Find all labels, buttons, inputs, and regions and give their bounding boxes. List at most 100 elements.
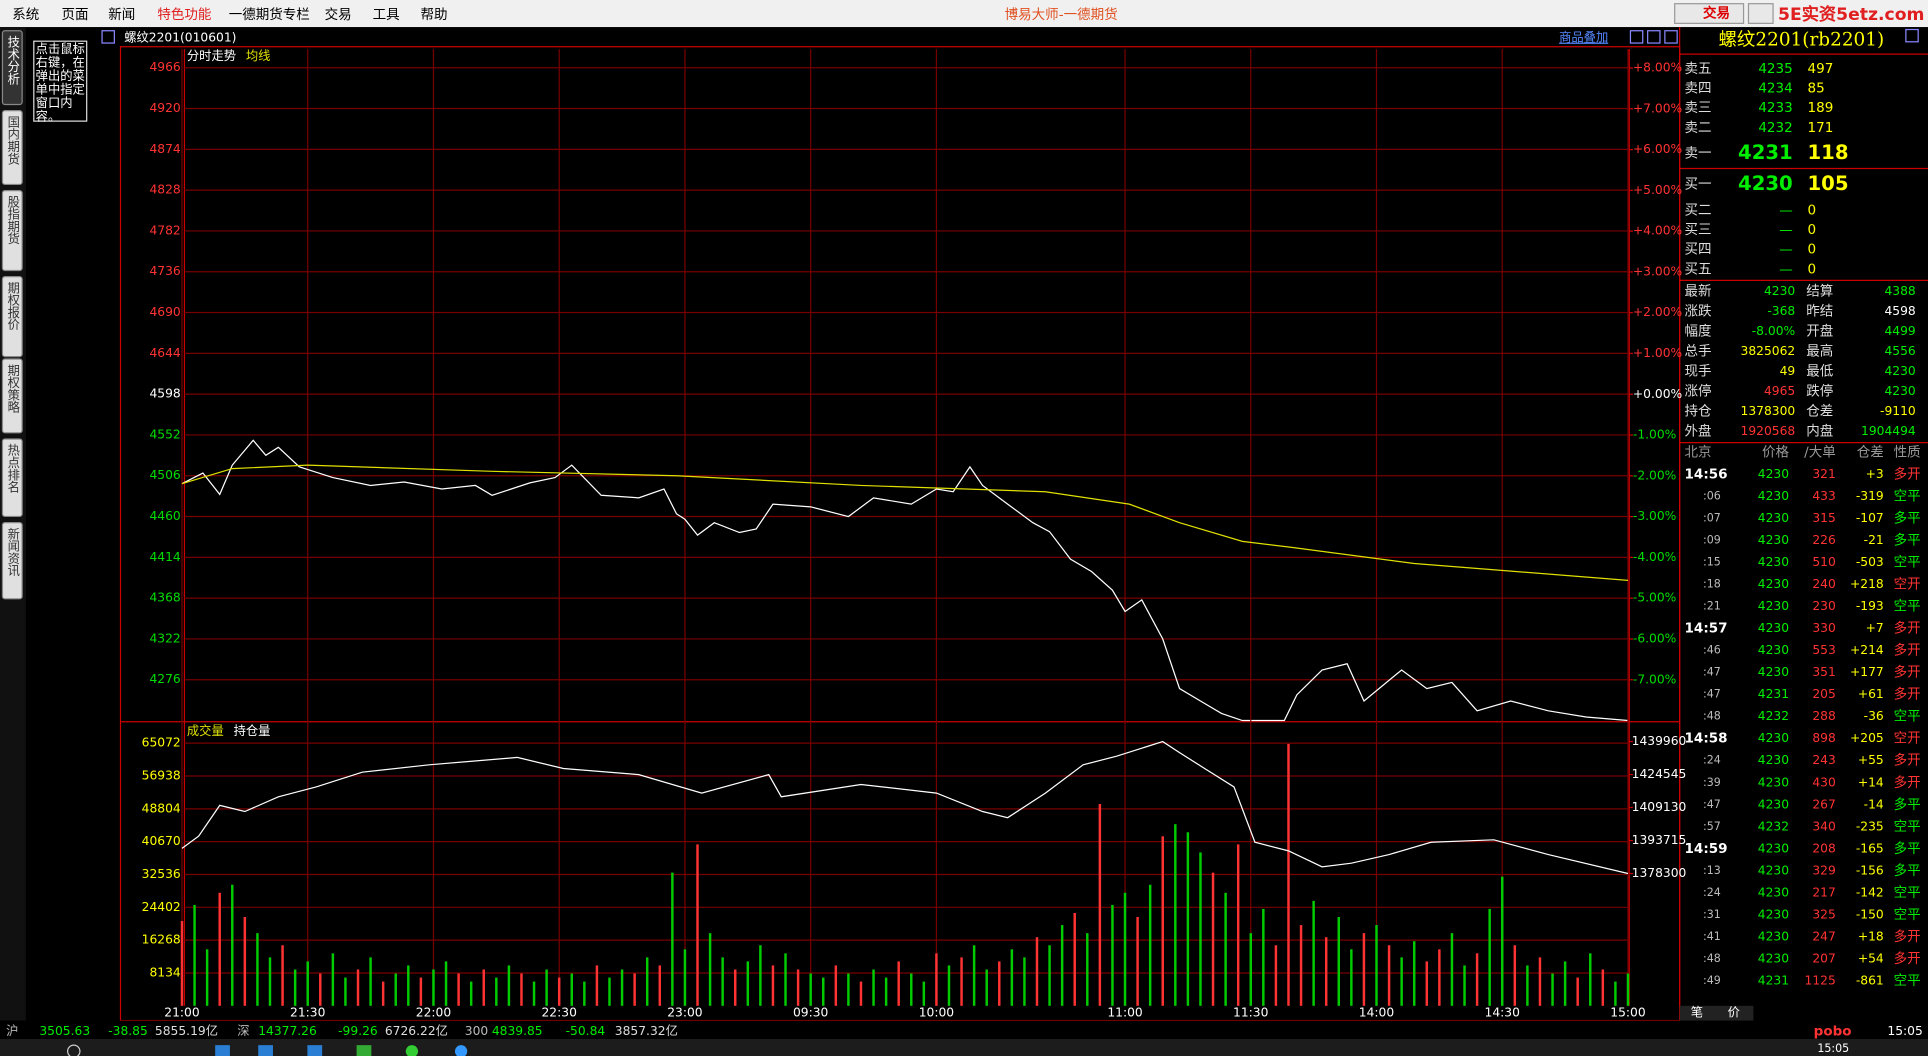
tick-time: :06: [1703, 490, 1721, 503]
volume-bar: [293, 969, 297, 1006]
icon[interactable]: [101, 30, 115, 44]
status-bar: [0, 1020, 1928, 1040]
taskbar-icon[interactable]: [454, 1045, 468, 1056]
index-change: -99.26: [338, 1024, 378, 1038]
tick-volume: 898: [1812, 731, 1835, 745]
stat-label: 仓差: [1806, 404, 1833, 420]
side-tab[interactable]: [1, 438, 23, 518]
volume-bar: [482, 969, 485, 1006]
tick-time: :48: [1703, 710, 1721, 723]
tick-nature: 多平: [1894, 862, 1921, 879]
tick-time: :07: [1703, 512, 1721, 525]
trade-button[interactable]: [1674, 3, 1745, 24]
volume-bar: [1488, 908, 1491, 1006]
y2-tick-label: -4.00%: [1633, 550, 1676, 564]
taskbar-icon[interactable]: [405, 1045, 419, 1056]
taskbar-icon[interactable]: [356, 1045, 372, 1056]
menu-item: 工具: [373, 7, 400, 23]
volume-bar: [734, 969, 737, 1006]
taskbar-icon[interactable]: [67, 1044, 81, 1056]
volume-bar: [633, 973, 636, 1006]
book-volume: 85: [1808, 81, 1825, 97]
volume-bar: [1438, 949, 1441, 1006]
taskbar-icon[interactable]: [215, 1045, 230, 1056]
side-tab[interactable]: [1, 358, 23, 434]
y-tick-label: 16268: [142, 933, 181, 947]
book-volume: 0: [1808, 222, 1817, 238]
y-tick-label: 4506: [149, 468, 180, 482]
icon[interactable]: [1647, 30, 1661, 44]
tick-volume: 510: [1812, 555, 1835, 569]
volume-bar: [721, 957, 724, 1006]
y-tick-label: 4414: [149, 550, 180, 564]
tick-oi-change: +205: [1850, 731, 1884, 745]
icon[interactable]: [1905, 28, 1919, 43]
y2-tick-label: +4.00%: [1633, 224, 1682, 238]
stat-label: 最低: [1806, 364, 1834, 380]
side-tab[interactable]: [1, 110, 23, 186]
taskbar-icon[interactable]: [258, 1045, 273, 1056]
tick-volume: 267: [1812, 797, 1835, 811]
tick-time: :15: [1703, 556, 1721, 569]
volume-bar: [193, 904, 196, 1006]
y2-tick-label: +7.00%: [1633, 101, 1682, 115]
tick-nature: 多开: [1894, 466, 1921, 483]
volume-bar: [495, 977, 498, 1006]
stat-label: 总手: [1685, 344, 1712, 360]
side-tab[interactable]: [1, 276, 23, 358]
volume-bar: [658, 965, 662, 1006]
stat-value: -8.00%: [1752, 324, 1795, 338]
tick-oi-change: +177: [1850, 665, 1884, 679]
ticks-header: 北京: [1685, 444, 1712, 460]
volume-bar: [947, 965, 951, 1006]
series-label: 均线: [246, 49, 271, 63]
volume-bar: [1324, 937, 1328, 1006]
volume-bar: [281, 945, 284, 1006]
icon[interactable]: [1629, 30, 1644, 44]
tick-nature: 多开: [1894, 642, 1921, 659]
tick-volume: 321: [1812, 467, 1835, 481]
side-tab[interactable]: [1, 30, 23, 106]
index-change: -50.84: [566, 1024, 606, 1038]
volume-bar: [922, 981, 926, 1006]
icon[interactable]: [1664, 30, 1678, 44]
side-tab[interactable]: [1, 189, 23, 272]
tick-oi-change: -14: [1864, 797, 1884, 811]
tick-volume: 433: [1812, 489, 1835, 503]
volume-bar: [935, 953, 938, 1006]
book-label: 卖一: [1685, 146, 1712, 162]
book-price: 4233: [1758, 100, 1792, 116]
volume-bar: [884, 977, 888, 1006]
book-price: —: [1779, 242, 1793, 258]
tick-volume: 1125: [1805, 973, 1836, 987]
side-tab-label: 技术分析: [6, 35, 20, 85]
tick-oi-change: -235: [1856, 819, 1884, 833]
volume-bar: [557, 977, 561, 1006]
book-label: 买二: [1685, 202, 1712, 218]
tick-volume: 240: [1812, 577, 1835, 591]
volume-bar: [910, 973, 913, 1006]
hint-box: 点击鼠标右键，在弹出的菜单中指定窗口内容。: [33, 40, 88, 124]
tick-nature: 空平: [1894, 599, 1921, 615]
side-tab[interactable]: [1, 521, 23, 600]
volume-bar: [1589, 953, 1592, 1006]
book-label: 买一: [1685, 176, 1712, 192]
overlay-link: 商品叠加: [1559, 30, 1608, 45]
stat-value: 4598: [1884, 304, 1915, 318]
taskbar-icon[interactable]: [307, 1045, 323, 1056]
tick-volume: 226: [1812, 533, 1836, 547]
index-value: 4839.85: [492, 1024, 543, 1038]
stat-value: 1378300: [1741, 404, 1796, 418]
y2-tick-label: 1378300: [1632, 866, 1687, 880]
series-label: 成交量: [187, 723, 224, 738]
tick-oi-change: -861: [1856, 973, 1884, 987]
volume-bar: [1174, 824, 1177, 1006]
stat-label: 最高: [1806, 343, 1833, 360]
index-name: 深: [237, 1024, 249, 1038]
index-turnover: 3857.32亿: [615, 1023, 678, 1038]
volume-bar: [708, 933, 712, 1006]
volume-bar: [985, 969, 988, 1006]
volume-bar: [696, 844, 699, 1006]
tool-button[interactable]: [1747, 3, 1774, 24]
x-tick-label: 09:30: [793, 1006, 828, 1020]
